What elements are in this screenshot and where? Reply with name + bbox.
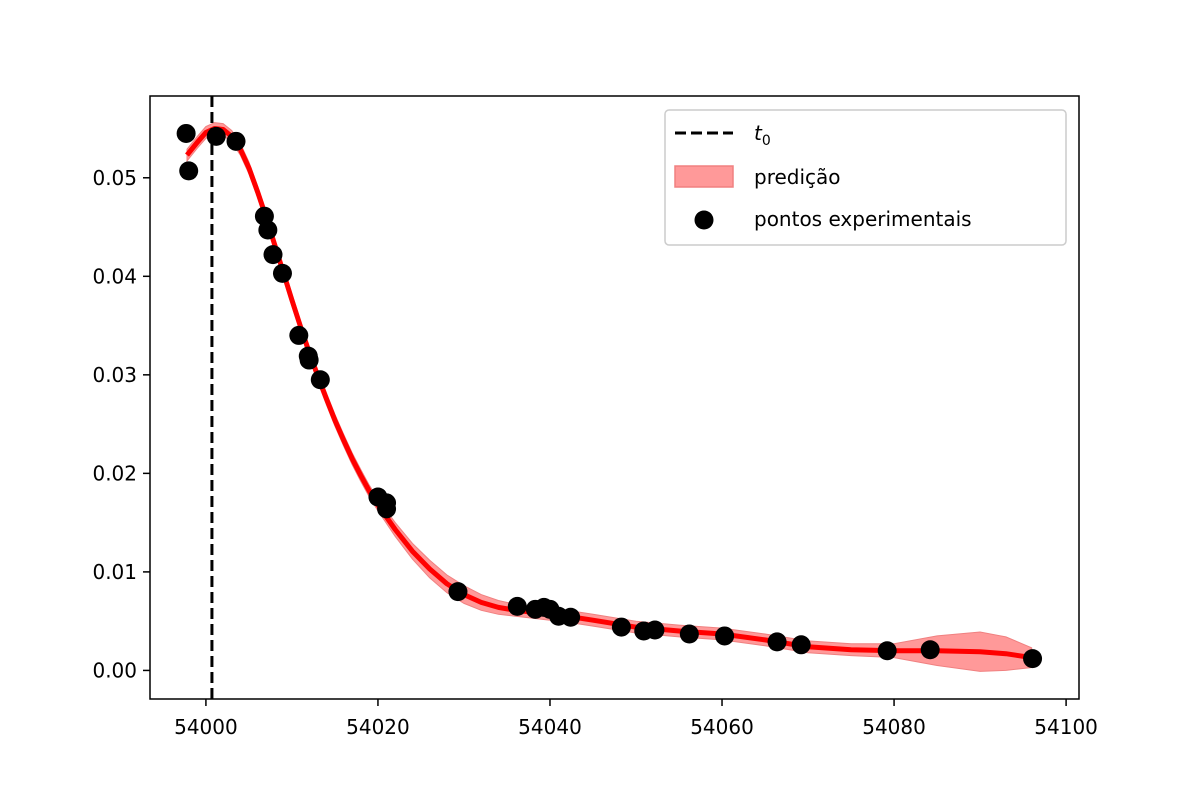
- legend: t0 predição pontos experimentais: [664, 109, 1067, 246]
- legend-band-label: predição: [754, 165, 841, 189]
- data-point: [611, 617, 631, 637]
- legend-box: [664, 109, 1067, 246]
- data-point: [176, 123, 196, 143]
- x-tick-label: 54020: [346, 715, 410, 739]
- data-point: [377, 499, 397, 519]
- y-tick-label: 0.00: [92, 658, 137, 682]
- data-point: [791, 635, 811, 655]
- data-point: [679, 624, 699, 644]
- data-point: [310, 370, 330, 390]
- data-point: [258, 220, 278, 240]
- data-point: [179, 161, 199, 181]
- data-points-layer: [176, 123, 1043, 669]
- data-point: [206, 126, 226, 146]
- data-point: [226, 131, 246, 151]
- data-point: [289, 325, 309, 345]
- y-axis: 0.00 0.01 0.02 0.03 0.04 0.05: [92, 166, 150, 682]
- y-tick-label: 0.03: [92, 363, 137, 387]
- plot-frame: [149, 95, 1080, 700]
- data-point: [1023, 649, 1043, 669]
- data-point: [448, 582, 468, 602]
- y-tick-label: 0.02: [92, 461, 137, 485]
- legend-marker-label: pontos experimentais: [754, 207, 972, 231]
- x-tick-label: 54080: [862, 715, 926, 739]
- data-point: [263, 245, 283, 265]
- data-point: [272, 263, 292, 283]
- x-tick-label: 54060: [690, 715, 754, 739]
- data-point: [299, 350, 319, 370]
- x-tick-label: 54000: [174, 715, 238, 739]
- legend-marker-swatch: [694, 210, 714, 230]
- legend-t0-label: t0: [754, 121, 771, 149]
- data-point: [507, 596, 527, 616]
- y-tick-label: 0.04: [92, 264, 137, 288]
- data-point: [920, 640, 940, 660]
- y-tick-label: 0.05: [92, 166, 137, 190]
- data-point: [767, 632, 787, 652]
- legend-band-swatch: [674, 165, 734, 188]
- data-point: [645, 620, 665, 640]
- data-point: [715, 626, 735, 646]
- x-axis: 54000 54020 54040 54060 54080 54100: [174, 699, 1098, 739]
- data-point: [877, 641, 897, 661]
- x-tick-label: 54100: [1034, 715, 1098, 739]
- y-tick-label: 0.01: [92, 560, 137, 584]
- x-tick-label: 54040: [518, 715, 582, 739]
- data-point: [561, 607, 581, 627]
